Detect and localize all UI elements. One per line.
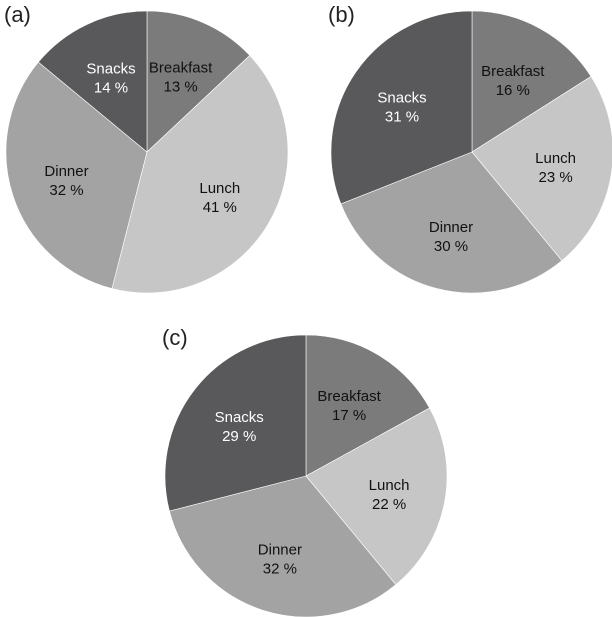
slice-label-dinner: Dinner	[258, 542, 302, 559]
slice-label-lunch: Lunch	[535, 150, 576, 167]
slice-value-lunch: 23 %	[538, 169, 572, 186]
pie-slice-dinner	[169, 475, 397, 617]
slice-label-snacks: Snacks	[215, 409, 264, 426]
slice-label-lunch: Lunch	[369, 477, 410, 494]
pie-slice-dinner	[5, 61, 148, 289]
slice-value-breakfast: 13 %	[163, 78, 197, 95]
slice-label-breakfast: Breakfast	[481, 63, 545, 80]
pie-chart-2: (c) Breakfast 17 % Lunch 22 % Dinner 32 % Snack…	[162, 325, 448, 617]
panel-label: (c)	[162, 325, 188, 350]
pie-chart-1: (b) Breakfast 16 % Lunch 23 % Dinner 30 % Snack…	[328, 2, 612, 294]
pie-slice-dinner	[340, 151, 563, 294]
slice-value-lunch: 41 %	[203, 199, 237, 216]
pie-chart-0: (a) Breakfast 13 % Lunch 41 % Dinner 32 % Snack…	[4, 2, 289, 294]
slice-value-snacks: 14 %	[94, 80, 128, 97]
pie-slice-snacks	[164, 334, 307, 512]
slice-value-dinner: 32 %	[49, 182, 83, 199]
slice-value-breakfast: 16 %	[496, 82, 530, 99]
slice-value-breakfast: 17 %	[332, 407, 366, 424]
slice-label-breakfast: Breakfast	[149, 59, 213, 76]
panel-label: (a)	[4, 2, 31, 27]
pie-slice-breakfast	[305, 334, 430, 477]
slice-label-lunch: Lunch	[199, 180, 240, 197]
slice-label-dinner: Dinner	[44, 163, 88, 180]
pie-slice-breakfast	[471, 10, 592, 153]
slice-value-dinner: 32 %	[263, 561, 297, 578]
pie-slice-lunch	[305, 407, 448, 586]
panel-label: (b)	[328, 2, 355, 27]
slice-value-snacks: 29 %	[222, 428, 256, 445]
slice-label-dinner: Dinner	[429, 219, 473, 236]
slice-label-snacks: Snacks	[86, 61, 135, 78]
slice-value-dinner: 30 %	[434, 238, 468, 255]
slice-label-breakfast: Breakfast	[317, 388, 381, 405]
pie-slice-lunch	[471, 76, 612, 262]
slice-label-snacks: Snacks	[377, 89, 426, 106]
pie-slice-breakfast	[146, 10, 251, 153]
slice-value-lunch: 22 %	[372, 496, 406, 513]
pie-slice-lunch	[111, 55, 289, 294]
pie-slice-snacks	[330, 10, 473, 205]
pie-slice-snacks	[37, 10, 148, 153]
slice-value-snacks: 31 %	[385, 108, 419, 125]
